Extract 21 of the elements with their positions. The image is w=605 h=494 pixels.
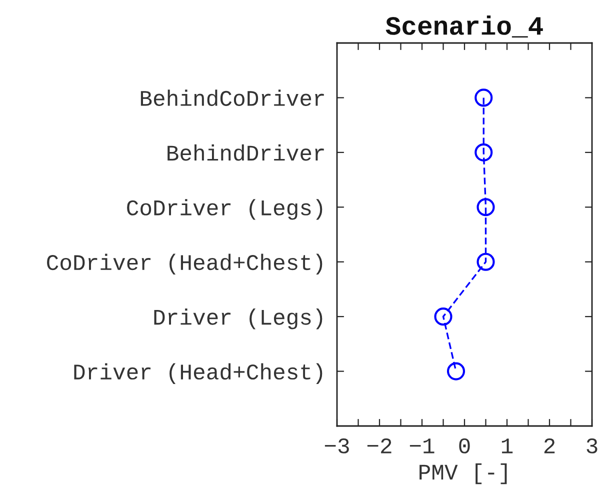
point bbox=[476, 198, 495, 216]
y-tick-label: BehindDriver bbox=[168, 144, 324, 161]
point bbox=[446, 362, 466, 380]
x-tick-label: 3 bbox=[586, 438, 598, 454]
y-tick-label: BehindCoDriver bbox=[140, 90, 324, 106]
x-tick-label: 1 bbox=[502, 438, 513, 454]
y-tick-label: CoDriver (Head+Chest) bbox=[47, 254, 322, 275]
point bbox=[434, 308, 452, 326]
x-tick-label: −3 bbox=[324, 438, 349, 454]
chart-title: Scenario_4 bbox=[386, 16, 543, 38]
y-tick-label: Driver (Legs) bbox=[154, 308, 322, 330]
point bbox=[474, 88, 493, 107]
x-axis-title: PMV [-] bbox=[420, 463, 507, 484]
point bbox=[476, 252, 495, 271]
x-tick-label: −2 bbox=[367, 438, 392, 454]
x-tick-label: 0 bbox=[459, 438, 470, 454]
y-tick-label: Driver (Head+Chest) bbox=[74, 363, 322, 384]
point bbox=[474, 143, 493, 162]
x-tick-label: −1 bbox=[410, 438, 434, 454]
y-tick-label: CoDriver (Legs) bbox=[127, 199, 322, 220]
x-tick-label: 2 bbox=[544, 438, 555, 454]
